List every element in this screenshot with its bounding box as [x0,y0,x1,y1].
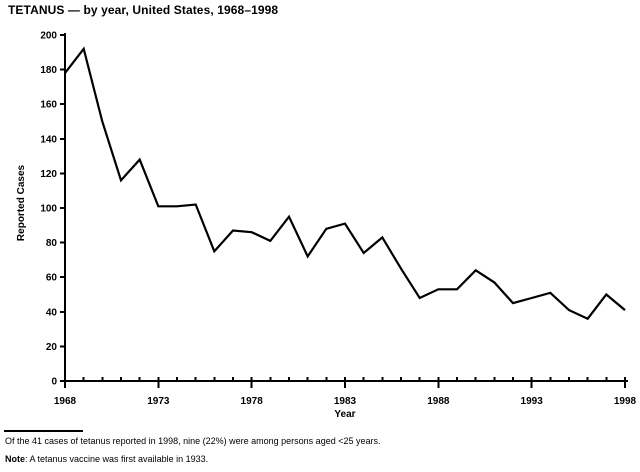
x-tick-label: 1973 [147,396,170,407]
x-tick-label: 1983 [334,396,357,407]
footnote-rule [4,430,83,432]
y-tick-label: 160 [40,100,57,111]
note-text: : A tetanus vaccine was first available … [25,454,209,464]
x-tick-label: 1998 [614,396,637,407]
footnote-2: Note: A tetanus vaccine was first availa… [5,454,208,464]
x-tick-label: 1968 [54,396,77,407]
y-tick-label: 60 [46,273,58,284]
footnote-1: Of the 41 cases of tetanus reported in 1… [5,436,381,446]
chart-title: TETANUS — by year, United States, 1968–1… [8,3,279,17]
y-tick-label: 100 [40,204,57,215]
x-tick-label: 1978 [241,396,264,407]
y-axis-title: Reported Cases [16,164,27,241]
y-tick-label: 180 [40,65,57,76]
data-line [64,46,626,321]
y-tick-label: 140 [40,134,57,145]
x-axis-title: Year [334,409,355,420]
x-tick-label: 1993 [521,396,544,407]
y-tick-label: 200 [40,31,57,42]
y-tick-label: 0 [51,377,57,388]
y-tick-label: 80 [46,238,58,249]
y-tick-label: 40 [46,307,58,318]
y-tick-label: 120 [40,169,57,180]
x-tick-label: 1988 [427,396,450,407]
tetanus-line-chart: 0 20 40 60 80 100 120 140 160 180 200 1968 1973 1978 1… [16,31,637,421]
note-label: Note [5,454,25,464]
y-tick-label: 20 [46,342,58,353]
